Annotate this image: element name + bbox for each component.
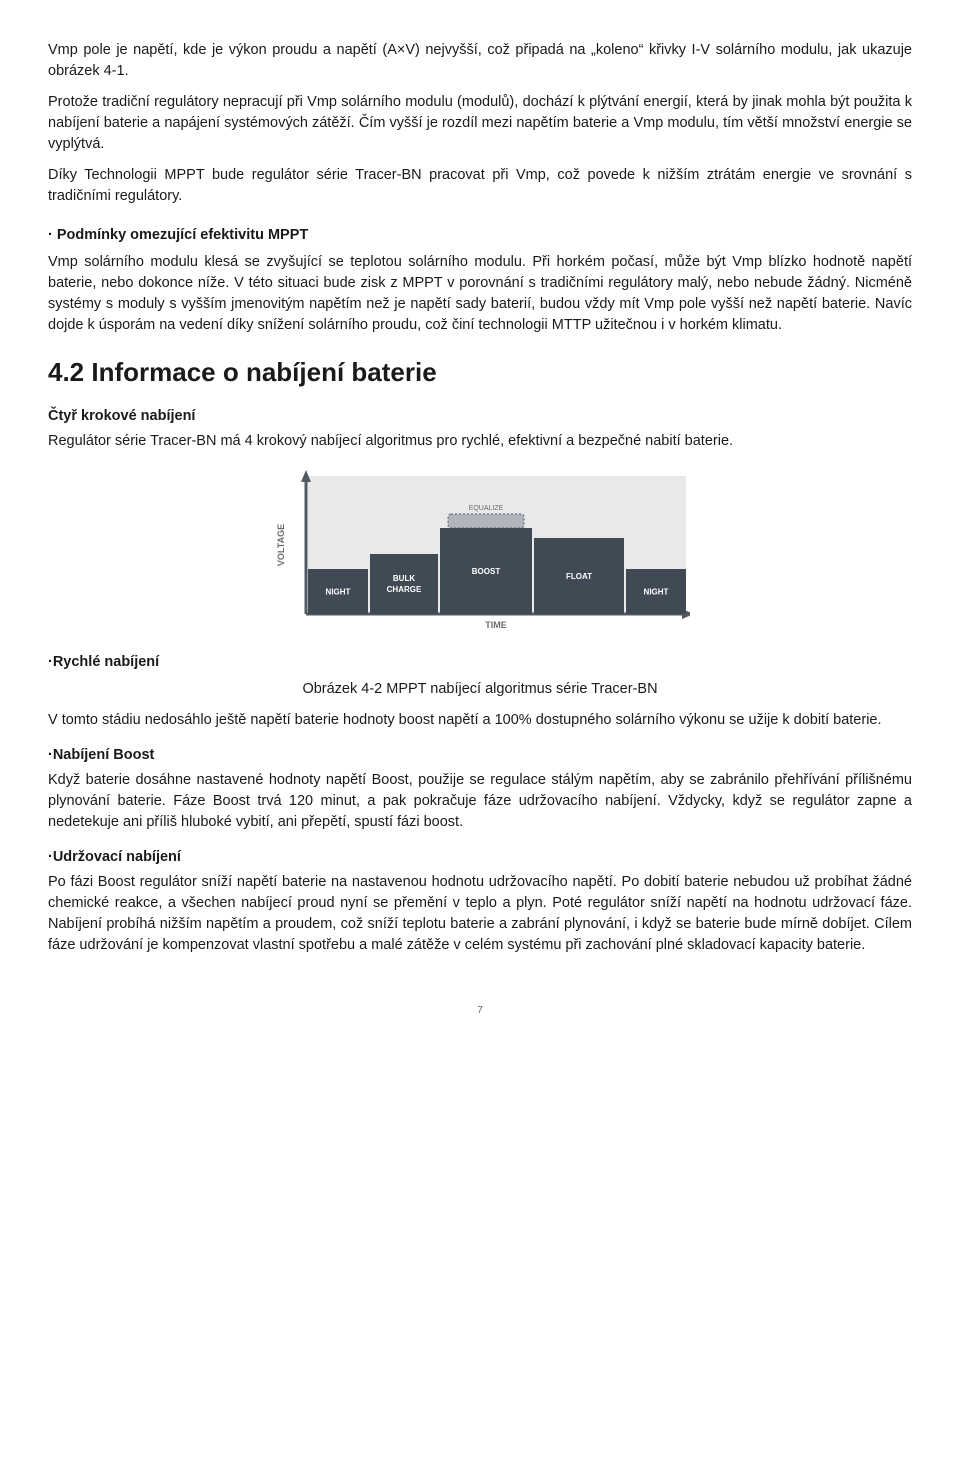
paragraph: Po fázi Boost regulátor sníží napětí bat… — [48, 872, 912, 956]
paragraph: Vmp pole je napětí, kde je výkon proudu … — [48, 40, 912, 82]
page-number: 7 — [48, 1004, 912, 1019]
four-step-charging-label: Čtyř krokové nabíjení — [48, 406, 912, 427]
float-charging-label: ·Udržovací nabíjení — [48, 847, 912, 868]
svg-text:NIGHT: NIGHT — [644, 587, 669, 596]
charging-algorithm-chart: VOLTAGE TIME NIGHT BULK CHARGE EQUALIZE BOOST F… — [270, 464, 690, 634]
svg-text:VOLTAGE: VOLTAGE — [276, 524, 286, 566]
chart-caption: Obrázek 4-2 MPPT nabíjecí algoritmus sér… — [48, 679, 912, 700]
mppt-conditions-label: · Podmínky omezující efektivitu MPPT — [48, 225, 912, 246]
svg-text:EQUALIZE: EQUALIZE — [469, 505, 504, 512]
fast-charging-label: ·Rychlé nabíjení — [48, 652, 912, 673]
paragraph: V tomto stádiu nedosáhlo ještě napětí ba… — [48, 710, 912, 731]
svg-text:TIME: TIME — [485, 620, 507, 630]
paragraph: Díky Technologii MPPT bude regulátor sér… — [48, 165, 912, 207]
paragraph: Protože tradiční regulátory nepracují př… — [48, 92, 912, 155]
svg-text:FLOAT: FLOAT — [566, 572, 592, 581]
svg-text:CHARGE: CHARGE — [387, 585, 422, 594]
paragraph: Když baterie dosáhne nastavené hodnoty n… — [48, 770, 912, 833]
paragraph: Vmp solárního modulu klesá se zvyšující … — [48, 252, 912, 336]
svg-text:BOOST: BOOST — [472, 567, 501, 576]
paragraph: Regulátor série Tracer-BN má 4 krokový n… — [48, 431, 912, 452]
svg-text:NIGHT: NIGHT — [326, 587, 351, 596]
section-heading-4-2: 4.2 Informace o nabíjení baterie — [48, 354, 912, 392]
svg-text:BULK: BULK — [393, 574, 415, 583]
boost-charging-label: ·Nabíjení Boost — [48, 745, 912, 766]
